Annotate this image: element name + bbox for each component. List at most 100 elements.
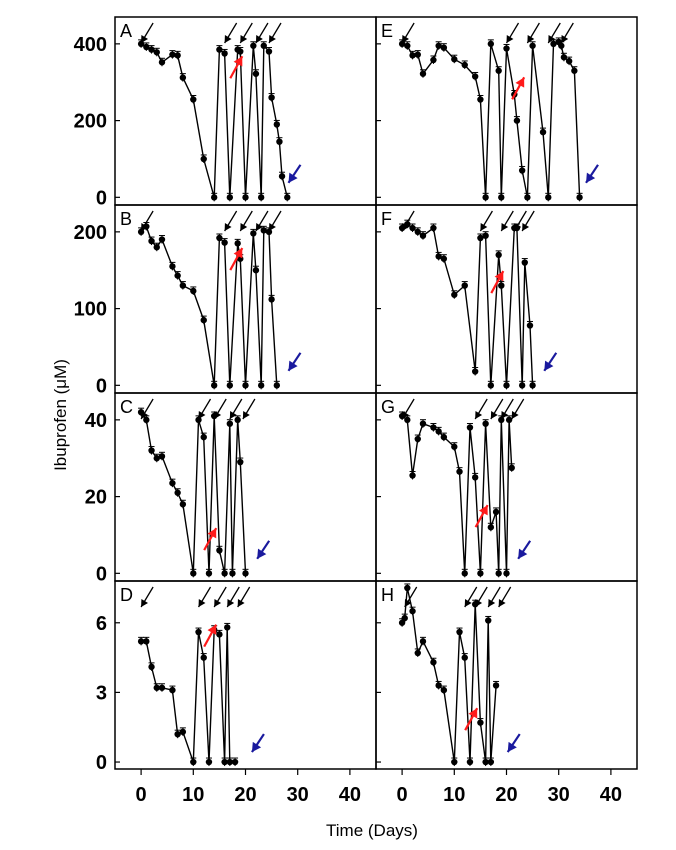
x-tick-label: 0: [397, 784, 408, 806]
data-point: [404, 42, 411, 49]
data-point: [250, 42, 257, 49]
dose-arrow: [140, 398, 154, 420]
data-point: [576, 194, 583, 201]
red-arrow: [229, 55, 244, 79]
panel-label: B: [120, 209, 132, 229]
blue-arrow: [543, 352, 558, 372]
panel-b: B 0 100 200: [74, 204, 377, 397]
data-point: [503, 382, 510, 389]
data-point: [265, 48, 273, 55]
data-point: [526, 322, 534, 329]
red-arrow: [490, 270, 505, 294]
data-point: [498, 416, 505, 424]
data-point: [456, 628, 463, 636]
data-point: [174, 489, 181, 496]
data-point: [210, 194, 218, 201]
data-point: [529, 382, 536, 389]
data-point: [482, 232, 489, 239]
data-point: [200, 433, 207, 441]
series-line: [401, 41, 581, 198]
data-point: [226, 758, 234, 766]
data-point: [409, 472, 416, 479]
data-point: [221, 758, 228, 766]
data-point: [229, 570, 236, 577]
x-tick-label: 30: [287, 784, 309, 806]
data-point: [224, 624, 231, 631]
red-arrow: [229, 247, 244, 271]
dose-arrow: [197, 398, 212, 420]
panel-label: E: [381, 21, 393, 41]
dose-arrow: [498, 586, 512, 608]
data-point: [492, 682, 500, 689]
data-point: [237, 458, 244, 466]
panel-label: H: [381, 585, 394, 605]
dose-arrow: [474, 586, 488, 608]
data-point: [153, 684, 160, 691]
dose-arrow: [224, 210, 238, 232]
data-point: [404, 584, 411, 592]
data-point: [190, 96, 197, 103]
data-point: [137, 228, 145, 236]
data-point: [398, 40, 406, 48]
dose-arrow: [505, 22, 520, 44]
blue-arrow: [256, 540, 271, 560]
data-point: [179, 74, 187, 81]
x-tick-label: 20: [495, 784, 517, 806]
data-point: [137, 638, 145, 645]
data-point: [401, 614, 408, 622]
data-point: [179, 282, 187, 289]
dose-arrow: [487, 586, 501, 608]
red-arrow: [203, 527, 218, 551]
data-point: [137, 40, 145, 48]
data-point: [440, 433, 448, 441]
data-point: [545, 194, 552, 201]
data-point: [226, 194, 234, 201]
data-point: [260, 227, 267, 234]
series-line: [140, 411, 247, 574]
dose-arrow: [401, 22, 415, 44]
data-point: [257, 194, 265, 201]
dose-arrow: [500, 398, 514, 420]
data-point: [143, 638, 150, 645]
data-point: [260, 42, 267, 49]
data-point: [461, 570, 468, 577]
dose-arrow: [490, 398, 504, 420]
dose-arrow: [500, 210, 514, 232]
data-point: [503, 570, 510, 577]
data-point: [471, 368, 479, 375]
data-point: [558, 42, 565, 49]
panel-c: C 0 20 40: [85, 392, 377, 585]
y-tick-label: 200: [74, 222, 107, 244]
data-point: [205, 758, 213, 766]
panel-f: F: [375, 204, 638, 394]
data-point: [482, 420, 489, 427]
data-point: [148, 663, 155, 671]
data-point: [158, 453, 166, 460]
data-point: [495, 67, 502, 74]
dose-arrow: [513, 210, 527, 232]
data-point: [471, 73, 479, 80]
dose-arrow: [547, 22, 561, 44]
data-point: [252, 267, 260, 274]
data-point: [451, 443, 458, 450]
data-point: [153, 244, 160, 251]
data-point: [524, 194, 531, 201]
data-point: [216, 234, 223, 242]
x-tick-label: 40: [600, 784, 622, 806]
data-point: [487, 40, 495, 48]
data-point: [226, 420, 234, 427]
red-arrow: [511, 76, 526, 100]
dose-arrow: [401, 210, 415, 232]
dose-arrow: [255, 22, 269, 44]
dose-arrow: [526, 22, 540, 44]
data-point: [237, 48, 244, 55]
dose-arrow: [401, 398, 415, 420]
dose-arrow: [404, 586, 418, 608]
data-point: [419, 70, 427, 77]
data-point: [169, 686, 176, 694]
data-point: [461, 61, 468, 69]
data-point: [539, 128, 547, 136]
data-point: [174, 272, 181, 279]
data-point: [414, 51, 421, 58]
